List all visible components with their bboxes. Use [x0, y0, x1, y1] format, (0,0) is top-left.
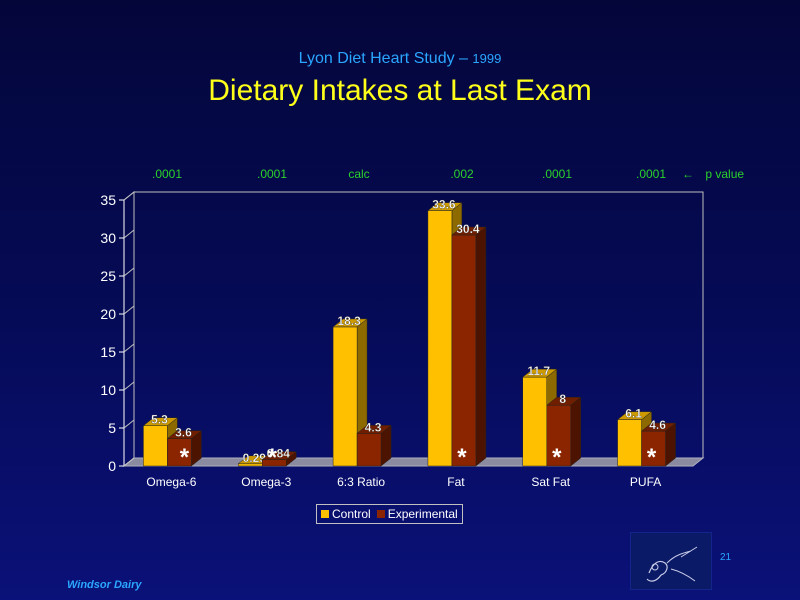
bar-top: [640, 422, 677, 432]
legend-swatch-control: [321, 510, 329, 518]
y-tick-diagonal: [123, 229, 135, 239]
logo-image: [630, 532, 712, 590]
p-value-ratio: calc: [348, 167, 370, 181]
chart-legend: Control Experimental: [316, 504, 463, 524]
data-label: 11.7: [527, 364, 550, 378]
data-label: 4.6: [649, 418, 666, 432]
x-tick-label: PUFA: [630, 475, 661, 489]
bar-control: [143, 425, 168, 467]
legend-swatch-experimental: [376, 510, 385, 518]
bar-control: [427, 210, 453, 467]
data-label: 30.4: [456, 222, 480, 236]
subtitle-year: 1999: [472, 51, 502, 66]
bar-control: [522, 376, 547, 467]
y-tick-label: 5: [108, 420, 116, 436]
data-label: 6.1: [625, 407, 642, 421]
y-tick-diagonal: [123, 419, 135, 429]
data-label: 0.29: [243, 451, 267, 465]
bar-top: [546, 396, 582, 406]
p-value-legend: ← p value: [682, 167, 744, 181]
data-label: 33.6: [432, 198, 456, 212]
bar-top: [522, 368, 558, 378]
bar-experimental: [641, 430, 666, 467]
subtitle-text: Lyon Diet Heart Study –: [298, 50, 468, 67]
y-tick-label: 15: [100, 344, 116, 360]
bar-experimental: [356, 433, 382, 467]
p-value-legend-label: p value: [705, 167, 745, 181]
arrow-left-icon: ←: [682, 167, 694, 181]
bar-top: [451, 226, 487, 236]
significance-marker: *: [180, 444, 190, 471]
x-tick-label: 6:3 Ratio: [337, 475, 385, 489]
slide-title: Dietary Intakes at Last Exam: [208, 74, 592, 107]
y-tick-label: 30: [100, 230, 116, 246]
bar-experimental: [167, 438, 192, 467]
legend-label-control: Control: [332, 507, 371, 521]
plot-back-wall: [133, 191, 704, 459]
logo-sketch-icon: [646, 546, 698, 582]
p-value-omega-3: .0001: [256, 167, 288, 181]
data-label: 5.3: [151, 413, 168, 427]
data-label: 8: [559, 392, 566, 406]
y-tick-diagonal: [123, 457, 135, 467]
legend-label-experimental: Experimental: [387, 507, 458, 521]
bar-top: [616, 411, 653, 420]
plot-side-wall: [123, 190, 135, 468]
bar-experimental: [546, 404, 571, 467]
p-value-fat: .002: [450, 167, 474, 181]
bar-top: [261, 451, 297, 460]
footer-brand: Windsor Dairy: [67, 579, 142, 591]
data-label: 4.3: [365, 420, 382, 434]
legend-item-control: Control: [321, 507, 371, 521]
bar-top: [166, 430, 203, 439]
x-tick-label: Fat: [447, 475, 465, 489]
bar-top: [427, 202, 463, 211]
bar-experimental: [451, 234, 477, 467]
y-tick-diagonal: [123, 381, 135, 391]
data-label: 0.84: [267, 447, 291, 461]
y-tick-diagonal: [123, 305, 135, 315]
data-label: 3.6: [175, 426, 192, 440]
y-tick-label: 20: [100, 306, 116, 322]
x-tick-label: Omega-6: [146, 475, 196, 489]
y-tick-label: 25: [100, 268, 116, 284]
bar-top: [356, 425, 392, 434]
bar-top: [142, 417, 179, 426]
p-value-pufa: .0001: [635, 167, 667, 181]
x-tick-label: Omega-3: [241, 475, 291, 489]
plot-floor: [122, 457, 705, 467]
bar-top: [332, 318, 368, 328]
y-tick-label: 10: [100, 382, 116, 398]
y-tick-label: 35: [100, 192, 116, 208]
slide-number: 21: [720, 552, 732, 563]
significance-marker: *: [457, 444, 467, 471]
slide-subtitle: Lyon Diet Heart Study – 1999: [0, 50, 800, 68]
data-label: 18.3: [337, 314, 361, 328]
y-tick-diagonal: [123, 191, 135, 201]
x-tick-label: Sat Fat: [531, 475, 570, 489]
bar-side: [570, 396, 581, 467]
p-value-omega-6: .0001: [151, 167, 183, 181]
y-tick-diagonal: [123, 267, 135, 277]
legend-item-experimental: Experimental: [376, 507, 458, 521]
bar-control: [617, 419, 642, 467]
y-tick-label: 0: [108, 458, 116, 474]
y-tick-diagonal: [123, 343, 135, 353]
significance-marker: *: [552, 444, 562, 471]
p-value-sat-fat: .0001: [541, 167, 573, 181]
significance-marker: *: [647, 444, 657, 471]
bar-side: [475, 226, 487, 467]
significance-marker: *: [268, 444, 278, 471]
bar-control: [332, 326, 358, 467]
